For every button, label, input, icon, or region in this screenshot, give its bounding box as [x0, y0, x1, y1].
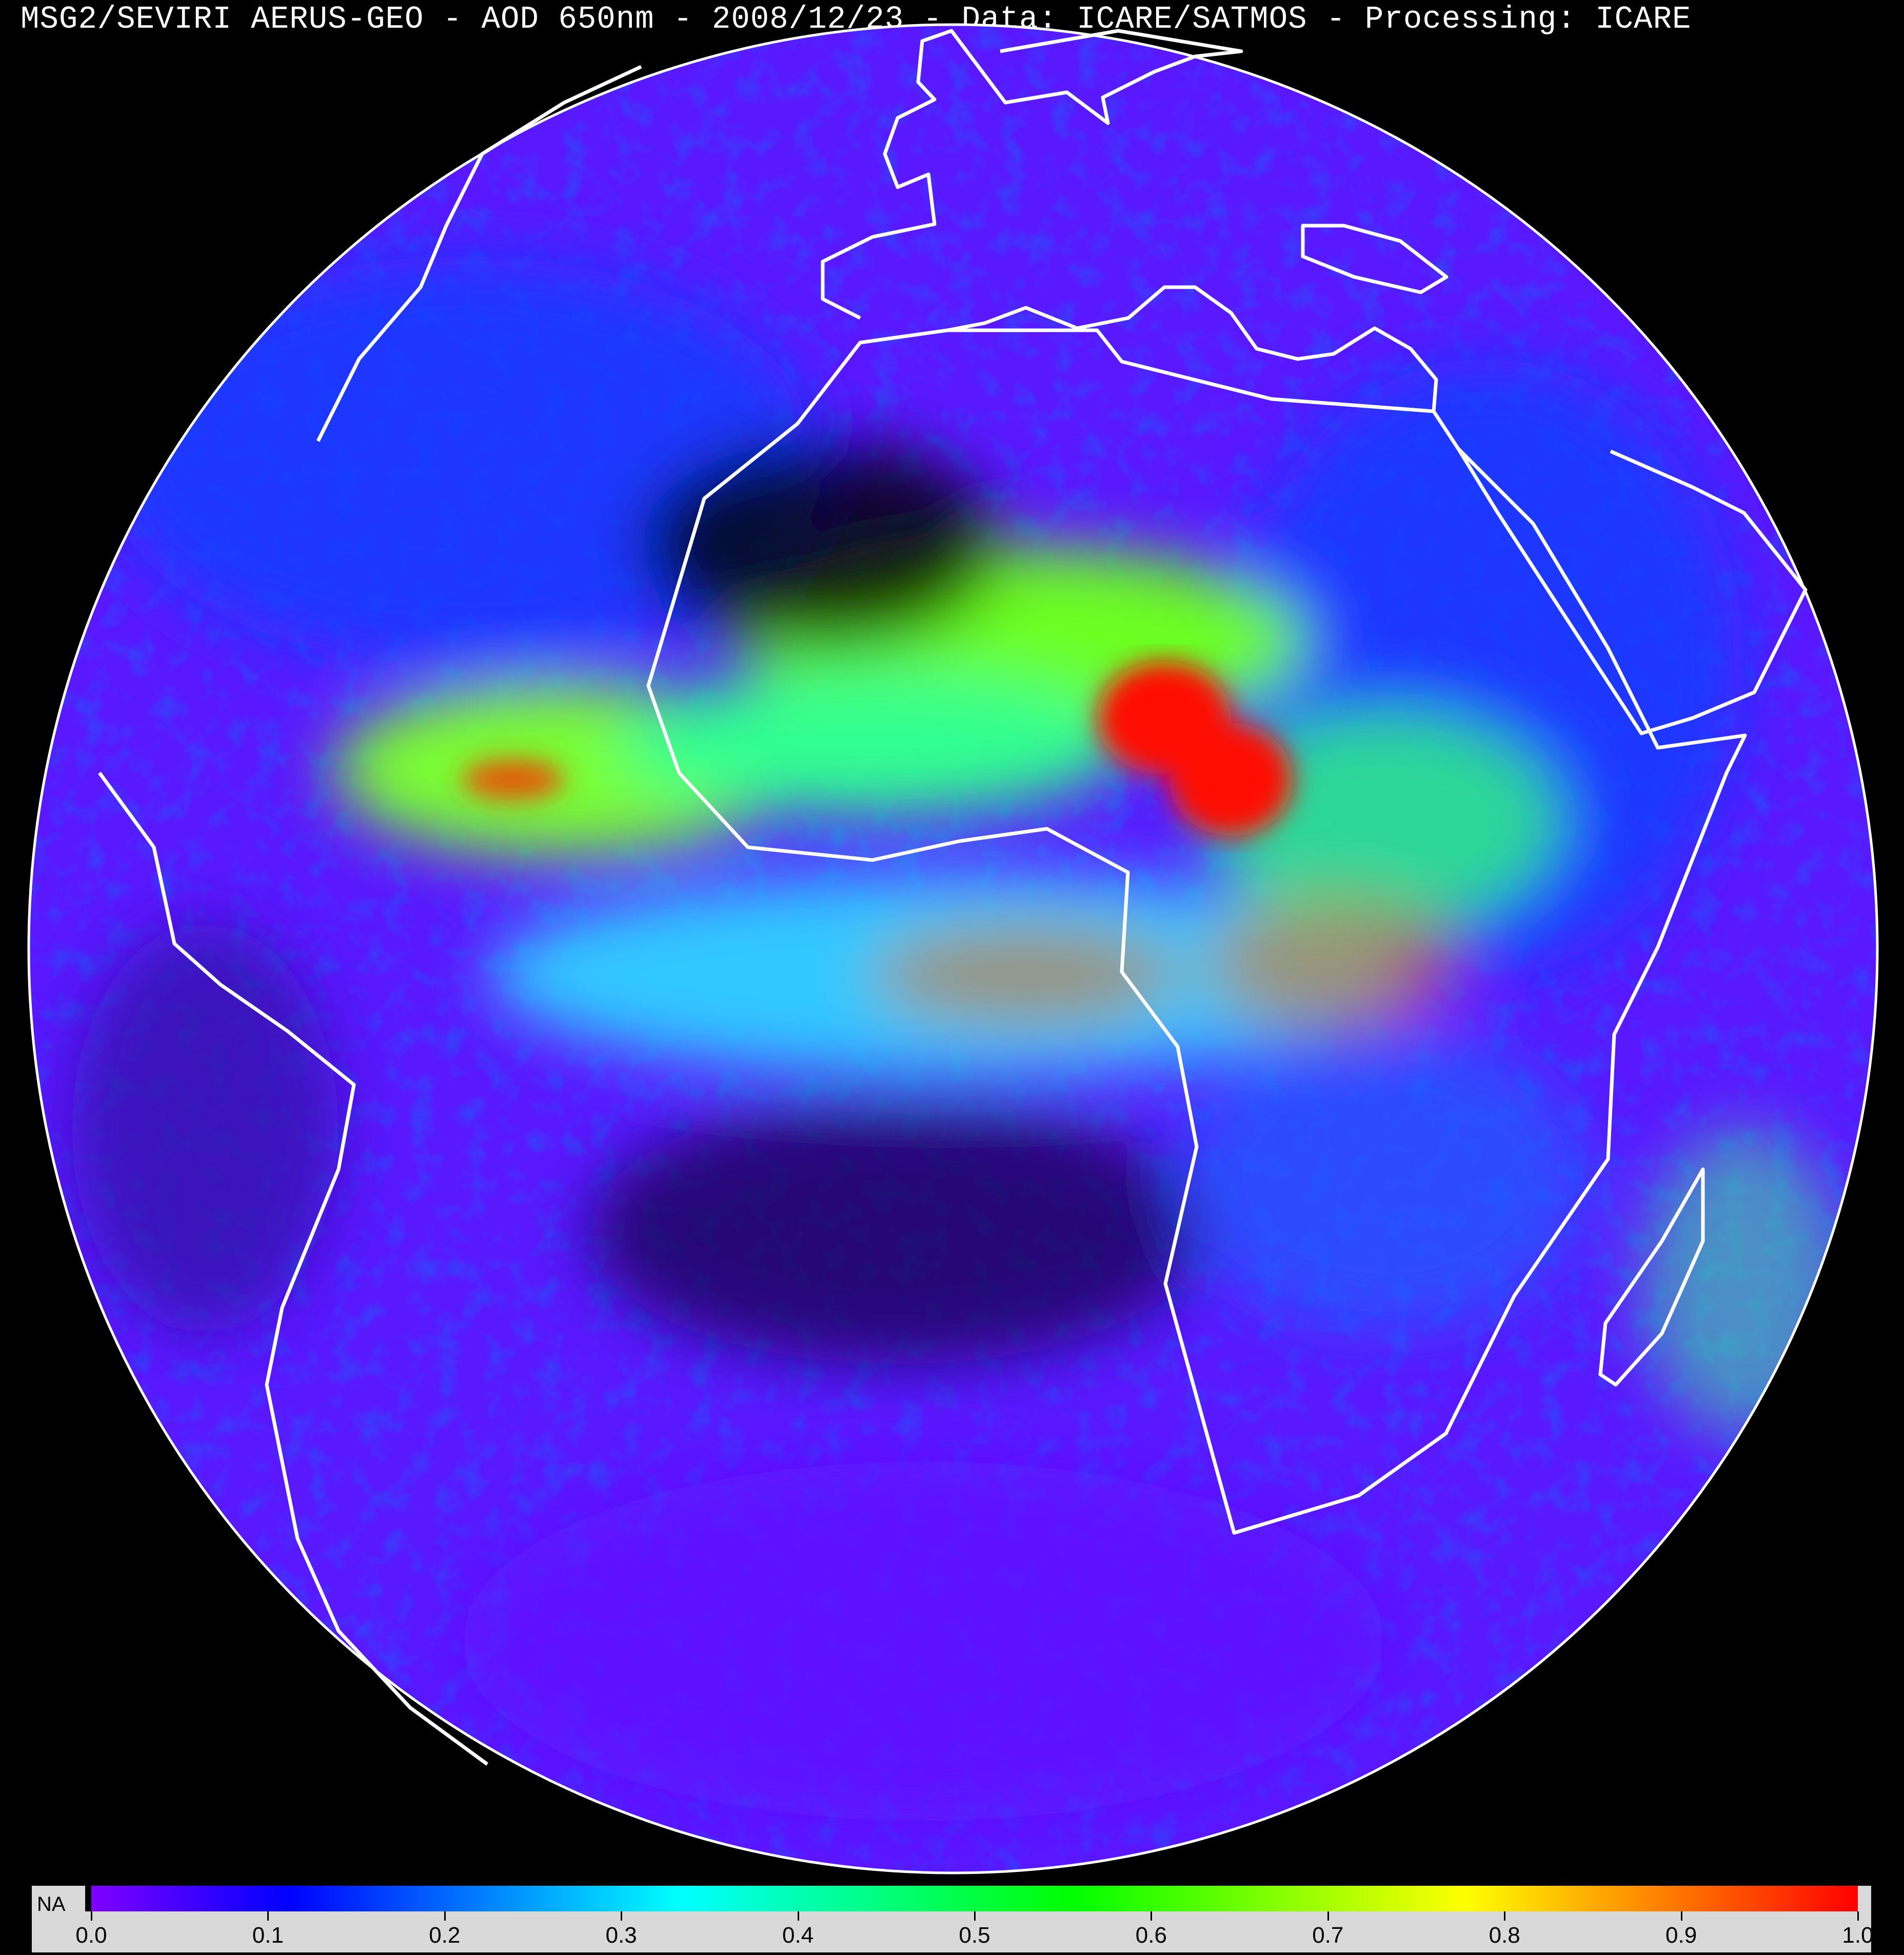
- colorbar-tick-label: 0.0: [75, 1923, 107, 1948]
- colorbar-tick-label: 0.9: [1665, 1923, 1697, 1948]
- colorbar-tick: [444, 1911, 446, 1921]
- colorbar-tick-label: 0.3: [605, 1923, 637, 1948]
- colorbar-tick: [974, 1911, 976, 1921]
- colorbar-tick-label: 0.4: [782, 1923, 814, 1948]
- coastline-arabia: [1457, 448, 1808, 735]
- colorbar-tick: [267, 1911, 269, 1921]
- colorbar-tick-label: 0.7: [1312, 1923, 1344, 1948]
- colorbar-tick: [1151, 1911, 1153, 1921]
- colorbar-tick-label: 0.1: [252, 1923, 284, 1948]
- colorbar-tick: [91, 1911, 92, 1921]
- colorbar-tick: [1857, 1911, 1859, 1921]
- high-aod-plume: [462, 662, 1293, 836]
- colorbar: NA 0.0 0.1 0.2 0.3 0.4 0.5 0.6 0.7 0.8 0.9 1.0: [32, 1886, 1874, 1952]
- colorbar-tick-label: 0.2: [429, 1923, 461, 1948]
- colorbar-tick-label: 0.5: [959, 1923, 990, 1948]
- colorbar-tick: [797, 1911, 799, 1921]
- colorbar-na-label: NA: [37, 1893, 66, 1916]
- coastlines: [98, 29, 1808, 1766]
- disk-limb: [27, 23, 1879, 1874]
- colorbar-tick: [621, 1911, 623, 1921]
- colorbar-tick: [1327, 1911, 1329, 1921]
- colorbar-tick-label: 0.6: [1135, 1923, 1167, 1948]
- coastline-black-sea: [1301, 224, 1449, 294]
- colorbar-gradient: [91, 1886, 1858, 1911]
- coastline-south-america: [98, 771, 489, 1766]
- colorbar-na-swatch: [85, 1886, 91, 1911]
- coastline-madagascar: [1598, 1167, 1705, 1387]
- colorbar-tick-label: 1.0: [1842, 1923, 1874, 1948]
- colorbar-tick: [1680, 1911, 1682, 1921]
- coastline-europe: [821, 29, 1438, 412]
- coastline-africa: [646, 328, 1747, 1535]
- coastline-north-america: [316, 65, 642, 442]
- colorbar-tick: [1504, 1911, 1506, 1921]
- colorbar-tick-label: 0.8: [1489, 1923, 1520, 1948]
